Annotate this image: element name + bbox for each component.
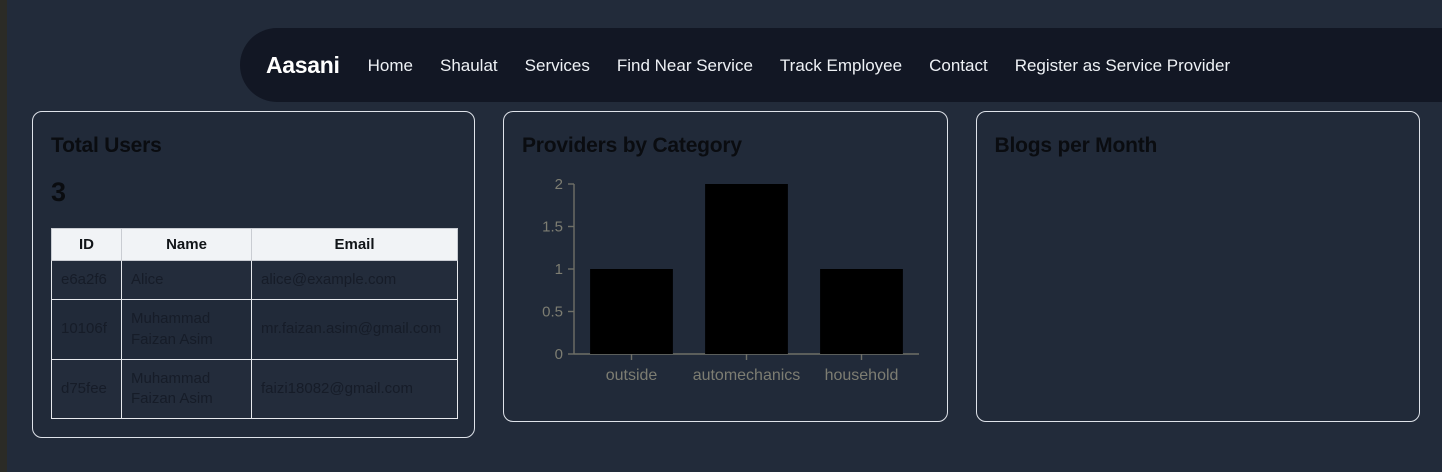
cell-email: mr.faizan.asim@gmail.com (251, 299, 458, 360)
column-header-email: Email (251, 228, 458, 262)
cell-name: Muhammad Faizan Asim (121, 358, 252, 420)
y-tick-label: 0 (555, 346, 563, 363)
nav-link-services[interactable]: Services (524, 55, 590, 75)
brand-logo[interactable]: Aasani (266, 51, 340, 78)
cell-email: faizi18082@gmail.com (251, 358, 458, 420)
cell-id: d75fee (51, 358, 122, 420)
card-providers-title: Providers by Category (522, 134, 742, 157)
card-total-users: Total Users 3 ID Name Email e6a2f6 Alice… (32, 111, 475, 439)
dashboard-cards: Total Users 3 ID Name Email e6a2f6 Alice… (32, 111, 1420, 439)
card-blogs-title: Blogs per Month (994, 134, 1158, 157)
x-tick-label-household: household (825, 367, 899, 384)
x-tick-label-outside: outside (606, 367, 658, 384)
bar-automechanics (705, 184, 788, 354)
column-header-id: ID (51, 228, 122, 262)
nav-link-shaulat[interactable]: Shaulat (439, 55, 498, 75)
users-table: ID Name Email e6a2f6 Alice alice@example… (51, 228, 458, 420)
cell-name: Alice (121, 260, 252, 301)
cell-email: alice@example.com (251, 260, 458, 301)
nav-link-register-as-service-provider[interactable]: Register as Service Provider (1014, 55, 1231, 75)
bar-household (820, 269, 903, 354)
providers-bar-chart-svg: 0 0.5 1 1.5 2 outside automechanics household (542, 176, 919, 384)
cell-id: 10106f (51, 299, 122, 360)
y-tick-label: 2 (555, 176, 563, 193)
x-tick-label-automechanics: automechanics (693, 367, 801, 384)
cell-name: Muhammad Faizan Asim (121, 299, 252, 360)
y-tick-label: 1 (555, 261, 563, 278)
bar-outside (590, 269, 673, 354)
nav-link-track-employee[interactable]: Track Employee (779, 55, 903, 75)
users-table-head: ID Name Email (51, 228, 458, 262)
providers-bar-chart: 0 0.5 1 1.5 2 outside automechanics household (522, 172, 931, 402)
cell-id: e6a2f6 (51, 260, 122, 301)
y-tick-label: 0.5 (542, 304, 563, 321)
card-blogs-per-month: Blogs per Month (975, 111, 1420, 422)
nav-link-home[interactable]: Home (367, 55, 413, 75)
y-tick-label: 1.5 (542, 219, 563, 236)
table-row[interactable]: e6a2f6 Alice alice@example.com (51, 260, 458, 301)
column-header-name: Name (121, 228, 252, 262)
card-providers-by-category: Providers by Category 0 0.5 1 1.5 2 outside au… (503, 111, 948, 422)
main-navbar: Aasani Home Shaulat Services Find Near S… (240, 28, 1442, 102)
table-row[interactable]: 10106f Muhammad Faizan Asim mr.faizan.as… (51, 299, 458, 360)
users-table-header-row: ID Name Email (51, 228, 458, 262)
viewport-left-edge-strip (0, 0, 7, 472)
nav-link-find-near-service[interactable]: Find Near Service (616, 55, 753, 75)
nav-link-contact[interactable]: Contact (929, 55, 988, 75)
nav-links: Home Shaulat Services Find Near Service … (368, 57, 1230, 74)
users-table-body: e6a2f6 Alice alice@example.com 10106f Mu… (51, 260, 458, 420)
card-total-users-title: Total Users (51, 134, 162, 157)
total-users-count: 3 (51, 177, 67, 208)
table-row[interactable]: d75fee Muhammad Faizan Asim faizi18082@g… (51, 358, 458, 420)
